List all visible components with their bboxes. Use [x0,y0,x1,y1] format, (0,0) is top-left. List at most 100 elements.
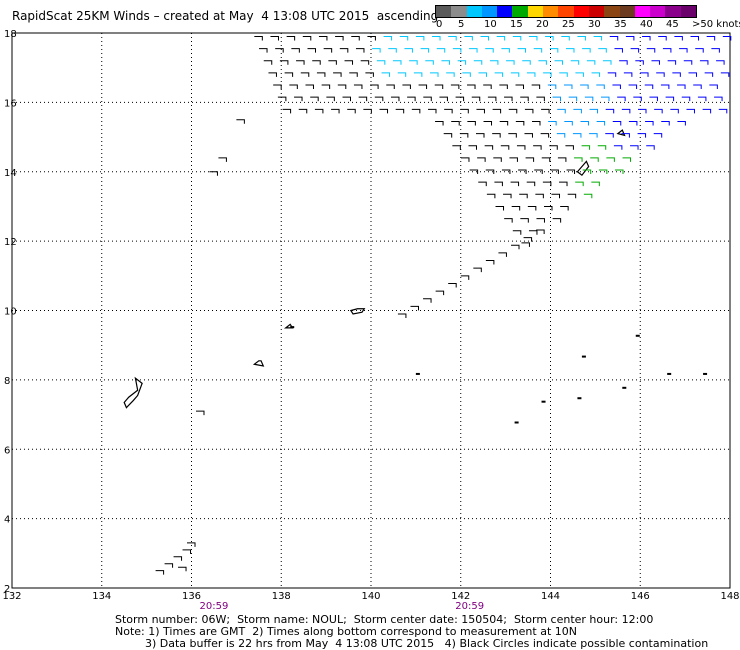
wind-barb [557,108,566,114]
legend-swatch [604,6,620,17]
legend-swatch [558,6,574,17]
wind-barb [436,48,446,53]
legend-label: 45 [666,19,679,30]
wind-barb [360,60,370,65]
wind-barb [686,108,695,114]
wind-barb [326,96,335,102]
wind-barb [464,35,473,41]
wind-barb [501,169,511,175]
wind-barb [435,290,445,296]
wind-barb [596,84,605,90]
wind-barb [621,133,630,138]
wind-barb [374,96,384,102]
wind-barb [259,48,268,53]
wind-barb [473,267,482,273]
wind-barb [615,169,624,175]
storm-info-line: Storm number: 06W; Storm name: NOUL; Sto… [115,613,654,626]
wind-barb [499,84,508,90]
wind-barb [525,157,535,162]
plot-title: RapidScat 25KM Winds – created at May 4 … [12,9,439,23]
wind-barb [413,72,423,77]
lat-tick-label: 10 [4,307,17,318]
wind-barb [485,260,495,265]
wind-barb [298,108,308,114]
lat-tick-label: 16 [4,98,17,109]
wind-barb [559,72,568,77]
wind-barb [263,60,273,65]
islet [541,400,546,403]
wind-barb [613,145,623,150]
wind-barb [561,35,570,41]
wind-barb [254,35,263,41]
wind-barb [642,35,651,41]
wind-barb [468,145,477,150]
wind-barb [516,145,526,150]
wind-barb [294,96,303,102]
wind-barb [275,48,284,53]
wind-barb [316,72,326,77]
legend-swatch [481,6,498,17]
wind-barb [484,145,494,150]
islet [581,355,586,358]
legend-label: 20 [536,19,549,30]
wind-barb [459,133,469,138]
wind-barb [545,35,554,41]
wind-barb [612,84,621,90]
islet [290,326,295,329]
wind-barb [155,570,165,575]
wind-barb [469,48,478,53]
wind-barb [277,96,287,102]
wind-barb [511,205,521,211]
wind-barb [460,108,469,114]
wind-barb [195,410,205,416]
wind-barb [509,157,518,162]
legend-label: 15 [510,19,523,30]
wind-barb [536,229,545,235]
wind-barb [596,120,606,126]
wind-barb [386,84,395,90]
wind-barb [347,108,356,114]
wind-barb [526,181,536,187]
wind-barb [645,120,654,126]
wind-barb [670,108,679,114]
wind-barb [628,84,638,90]
wind-barb [452,48,462,53]
wind-barb [510,181,520,187]
wind-barb [178,566,187,572]
wind-barb [503,193,512,199]
wind-barb [702,108,712,114]
wind-barb [268,72,277,77]
wind-barb [471,96,481,102]
wind-barb [418,84,428,90]
wind-barb [677,84,686,90]
wind-barb [279,60,289,65]
wind-barb [600,96,610,102]
wind-barb [543,72,552,77]
wind-barb [510,72,520,77]
wind-barb [486,193,496,199]
wind-barb [672,72,681,77]
wind-barb [591,72,601,77]
wind-barb [300,72,310,77]
wind-barb [349,72,358,77]
wind-barb [716,60,725,65]
legend-swatch [588,6,605,17]
wind-barb [483,84,492,90]
wind-barb [404,48,413,53]
wind-barb [494,72,504,77]
wind-barb [693,84,702,90]
wind-barb [236,119,245,124]
lon-tick-label: 134 [92,591,111,602]
wind-barb [542,181,552,187]
lon-tick-label: 136 [182,591,201,602]
wind-barb [492,108,502,114]
wind-barb [455,96,465,102]
wind-barb [598,48,607,53]
wind-barb [612,120,622,126]
wind-barb [307,48,317,53]
legend-colorbar [435,5,697,18]
wind-barb [441,60,450,65]
wind-barb [565,48,575,53]
wind-barb [321,84,331,90]
wind-barb [476,133,485,138]
